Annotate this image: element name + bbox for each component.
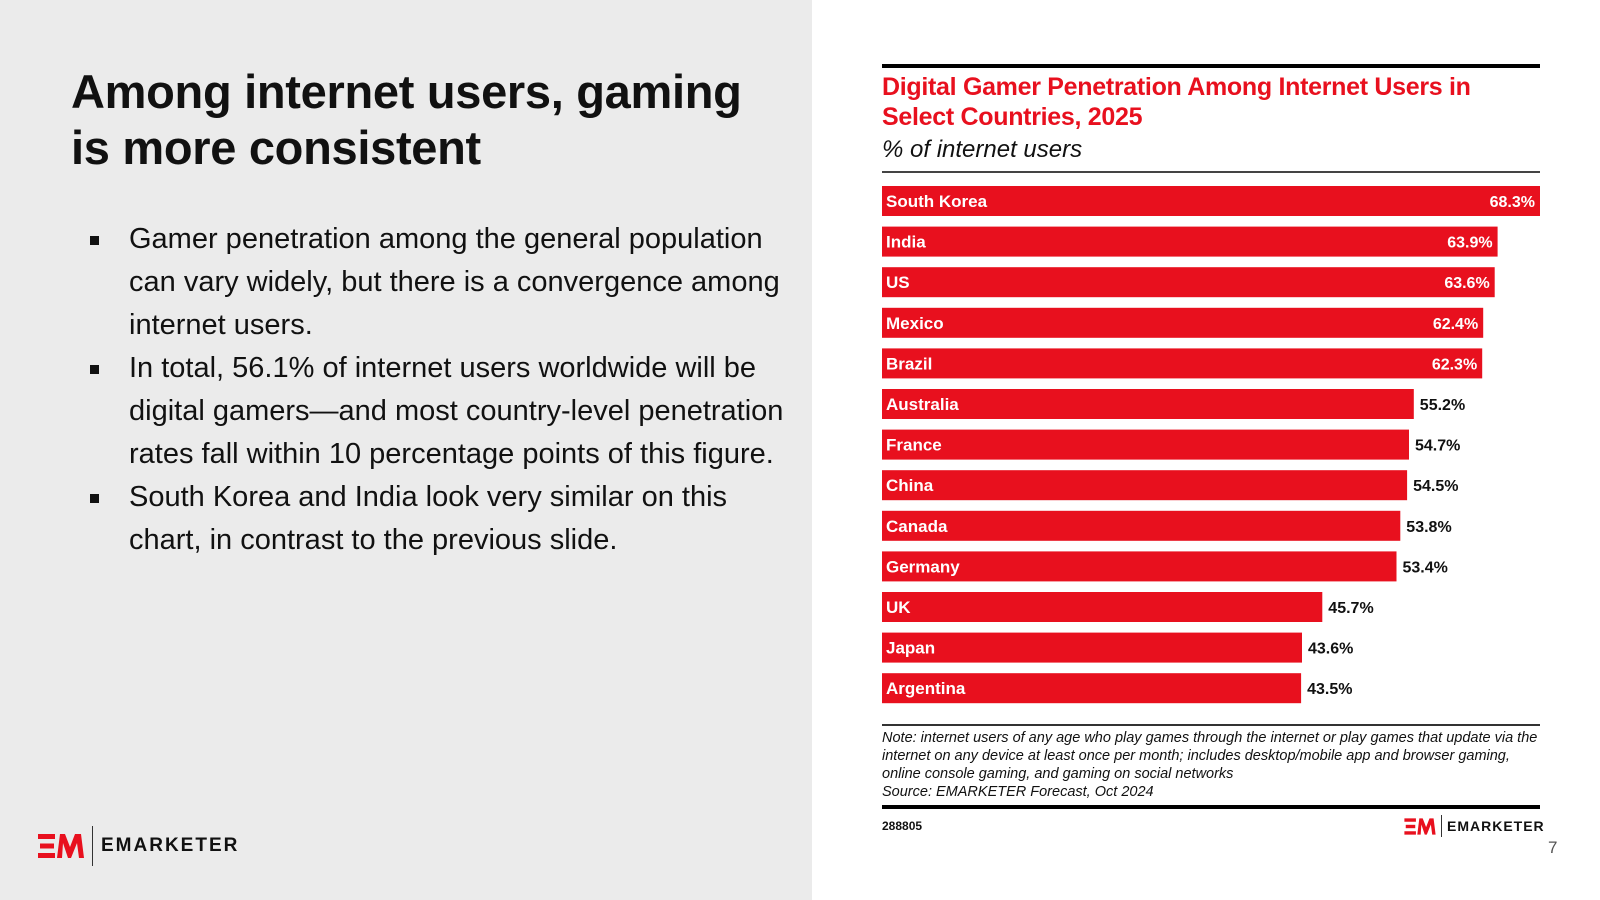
bar — [882, 226, 1498, 257]
bar — [882, 186, 1540, 216]
chart-title: Digital Gamer Penetration Among Internet… — [882, 73, 1471, 131]
chart-id: 288805 — [882, 819, 923, 833]
chart-note: Note: internet users of any age who play… — [882, 729, 1540, 801]
value-label: 45.7% — [1328, 600, 1373, 617]
value-label: 68.3% — [1490, 194, 1535, 211]
bar-group: India 63.9% — [882, 226, 1498, 257]
category-label: US — [886, 273, 910, 292]
bar — [882, 632, 1302, 663]
brand-name: EMARKETER — [1447, 818, 1545, 834]
chart-bottom-rule — [882, 805, 1540, 809]
category-label: India — [886, 233, 926, 252]
bullet-item: Gamer penetration among the general popu… — [88, 218, 788, 347]
bar-chart: South Korea 68.3% India 63.9% US 63.6% Mexico 6… — [882, 186, 1540, 704]
bar-group: China 54.5% — [882, 470, 1458, 501]
value-label: 62.4% — [1433, 316, 1478, 333]
category-label: Brazil — [886, 354, 932, 373]
value-label: 63.6% — [1444, 275, 1489, 292]
bar-group: France 54.7% — [882, 429, 1460, 460]
logo-divider — [92, 826, 93, 866]
em-logo-icon — [38, 834, 84, 858]
bar-group: Argentina 43.5% — [882, 673, 1352, 704]
value-label: 54.5% — [1413, 478, 1458, 495]
bar-group: Mexico 62.4% — [882, 307, 1484, 338]
value-label: 43.5% — [1307, 681, 1352, 698]
bar — [882, 389, 1414, 419]
category-label: Australia — [886, 395, 959, 414]
chart-top-rule — [882, 64, 1540, 68]
bar-group: Brazil 62.3% — [882, 348, 1483, 379]
source-text: Source: EMARKETER Forecast, Oct 2024 — [882, 784, 1154, 800]
bar-group: Germany 53.4% — [882, 551, 1448, 582]
bar — [882, 348, 1483, 379]
slide-title: Among internet users, gaming is more con… — [71, 65, 742, 174]
emarketer-logo-small: EMARKETER — [1404, 815, 1545, 837]
left-panel — [0, 0, 812, 900]
bar — [882, 470, 1408, 501]
square-bullet-icon — [90, 494, 99, 503]
category-label: Germany — [886, 557, 960, 576]
bar-group: South Korea 68.3% — [882, 186, 1540, 216]
category-label: Canada — [886, 517, 948, 536]
chart-subtitle-rule — [882, 171, 1540, 173]
bar-group: Canada 53.8% — [882, 510, 1452, 541]
bar-group: Australia 55.2% — [882, 389, 1465, 419]
category-label: Mexico — [886, 314, 944, 333]
brand-name: EMARKETER — [101, 835, 240, 856]
category-label: China — [886, 476, 934, 495]
em-logo-icon — [1404, 817, 1436, 835]
bullet-list: Gamer penetration among the general popu… — [88, 218, 788, 562]
bullet-text: In total, 56.1% of internet users worldw… — [129, 352, 784, 470]
value-label: 43.6% — [1308, 641, 1353, 658]
value-label: 53.8% — [1406, 519, 1451, 536]
square-bullet-icon — [90, 236, 99, 245]
logo-divider — [1441, 815, 1442, 837]
value-label: 54.7% — [1415, 438, 1460, 455]
bar — [882, 592, 1323, 622]
bar — [882, 673, 1302, 704]
emarketer-logo: EMARKETER — [38, 826, 239, 866]
note-text: Note: internet users of any age who play… — [882, 730, 1538, 782]
bullet-item: South Korea and India look very similar … — [88, 476, 788, 562]
category-label: South Korea — [886, 192, 988, 211]
bar-group: Japan 43.6% — [882, 632, 1353, 663]
bar — [882, 510, 1401, 541]
bar — [882, 267, 1495, 298]
bullet-text: South Korea and India look very similar … — [129, 481, 728, 556]
bullet-text: Gamer penetration among the general popu… — [129, 223, 780, 341]
value-label: 53.4% — [1403, 559, 1448, 576]
chart-note-rule — [882, 724, 1540, 726]
square-bullet-icon — [90, 365, 99, 374]
category-label: France — [886, 436, 942, 455]
value-label: 63.9% — [1447, 235, 1492, 252]
category-label: UK — [886, 598, 911, 617]
bar — [882, 429, 1409, 460]
bar — [882, 551, 1397, 582]
bar — [882, 307, 1484, 338]
page-number: 7 — [1548, 838, 1558, 857]
chart-subtitle: % of internet users — [882, 136, 1083, 163]
value-label: 55.2% — [1420, 397, 1465, 414]
category-label: Argentina — [886, 679, 966, 698]
category-label: Japan — [886, 639, 935, 658]
bar-group: US 63.6% — [882, 267, 1495, 298]
bullet-item: In total, 56.1% of internet users worldw… — [88, 347, 788, 476]
bar-group: UK 45.7% — [882, 592, 1374, 622]
value-label: 62.3% — [1432, 356, 1477, 373]
